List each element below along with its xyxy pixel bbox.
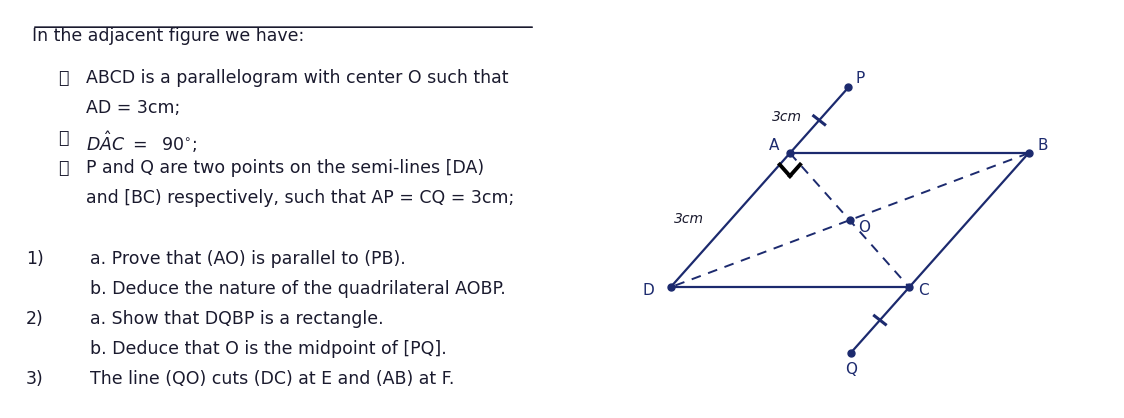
Text: 2): 2) xyxy=(26,310,44,328)
Text: 3): 3) xyxy=(26,370,44,388)
Text: a. Show that DQBP is a rectangle.: a. Show that DQBP is a rectangle. xyxy=(90,310,383,328)
Text: 3cm: 3cm xyxy=(674,212,704,226)
Text: P: P xyxy=(855,71,865,86)
Text: C: C xyxy=(918,283,928,298)
Text: AD = 3cm;: AD = 3cm; xyxy=(87,99,181,117)
Text: a. Prove that (AO) is parallel to (PB).: a. Prove that (AO) is parallel to (PB). xyxy=(90,250,406,268)
Text: $D\hat{A}C$ $=\ \ 90^{\circ}$;: $D\hat{A}C$ $=\ \ 90^{\circ}$; xyxy=(87,129,198,155)
Text: D: D xyxy=(643,283,654,298)
Text: b. Deduce the nature of the quadrilateral AOBP.: b. Deduce the nature of the quadrilatera… xyxy=(90,280,506,298)
Text: ⎗: ⎗ xyxy=(57,69,69,87)
Text: A: A xyxy=(769,138,779,153)
Text: 1): 1) xyxy=(26,250,44,268)
Text: The line (QO) cuts (DC) at E and (AB) at F.: The line (QO) cuts (DC) at E and (AB) at… xyxy=(90,370,454,388)
Text: ⎗: ⎗ xyxy=(57,129,69,147)
Text: O: O xyxy=(858,220,870,235)
Text: and [BC) respectively, such that AP = CQ = 3cm;: and [BC) respectively, such that AP = CQ… xyxy=(87,189,515,207)
Text: 3cm: 3cm xyxy=(772,110,803,123)
Text: ⎗: ⎗ xyxy=(57,159,69,177)
Text: P and Q are two points on the semi-lines [DA): P and Q are two points on the semi-lines… xyxy=(87,159,484,177)
Text: ABCD is a parallelogram with center O such that: ABCD is a parallelogram with center O su… xyxy=(87,69,509,87)
Text: b. Deduce that O is the midpoint of [PQ].: b. Deduce that O is the midpoint of [PQ]… xyxy=(90,340,446,358)
Text: B: B xyxy=(1037,138,1048,153)
Text: In the adjacent figure we have:: In the adjacent figure we have: xyxy=(31,27,305,45)
Text: Q: Q xyxy=(844,362,856,377)
